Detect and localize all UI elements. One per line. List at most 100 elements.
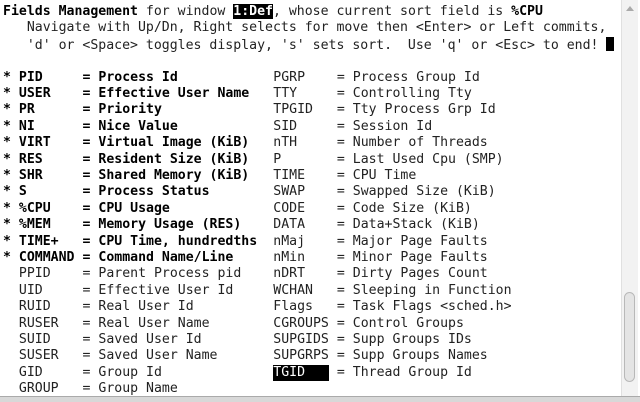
field-description: = Parent Process pid [82, 266, 242, 282]
field-name: PPID [18, 266, 51, 282]
sort-field: %CPU [511, 4, 543, 19]
field-name: VIRT [18, 135, 51, 151]
field-name: PGRP [273, 69, 306, 85]
scrollbar-thumb[interactable] [624, 292, 635, 382]
field-description: = Thread Group Id [336, 364, 472, 380]
field-row[interactable]: UID = Effective User Id WCHAN = Sleeping in… [3, 283, 620, 299]
field-name: WCHAN [273, 282, 313, 298]
field-name: DATA [273, 217, 306, 233]
field-description: = Process Id [82, 69, 178, 85]
field-description: = Saved User Id [82, 332, 202, 347]
field-row[interactable]: * %MEM = Memory Usage (RES) DATA = Data+Stac… [3, 217, 620, 233]
field-description: = Code Size (KiB) [336, 200, 472, 216]
field-name: COMMAND [18, 250, 75, 265]
field-name: nDRT [273, 266, 306, 282]
field-description: = Last Used Cpu (SMP) [336, 151, 504, 167]
field-name: %CPU [18, 200, 51, 216]
field-name: NI [18, 118, 35, 134]
field-description: = Resident Size (KiB) [82, 151, 250, 167]
field-row[interactable]: RUSER = Real User Name CGROUPS = Control Gr… [3, 316, 620, 332]
field-row[interactable]: * COMMAND = Command Name/Line nMin = Minor P… [3, 250, 620, 266]
field-description: = Tty Process Grp Id [336, 102, 496, 118]
field-name: TTY [273, 86, 298, 101]
displayed-marker: * [3, 250, 11, 265]
field-name: TPGID [273, 102, 313, 118]
help-line-2: 'd' or <Space> toggles display, 's' sets… [3, 36, 615, 53]
field-name: GID [18, 364, 43, 380]
field-description: = Effective User Id [82, 282, 234, 298]
displayed-marker: * [3, 151, 11, 167]
field-description: = Saved User Name [82, 348, 218, 364]
screen-title: Fields Management [3, 4, 138, 19]
text-cursor [606, 36, 615, 51]
header-text-sort: , whose current sort field is [272, 4, 512, 19]
field-name: GROUP [18, 381, 59, 397]
field-row[interactable]: * RES = Resident Size (KiB) P = Last Used Cp… [3, 152, 620, 168]
displayed-marker: * [3, 217, 11, 233]
field-row[interactable]: RUID = Real User Id Flags = Task Flags <sch… [3, 299, 620, 315]
field-row[interactable]: PPID = Parent Process pid nDRT = Dirty Page… [3, 266, 620, 282]
field-name: SID [273, 118, 298, 134]
field-description: = CPU Usage [82, 200, 170, 216]
field-name: SUPGRPS [273, 348, 329, 364]
field-description: = Supp Groups Names [336, 348, 488, 364]
field-description: = Supp Groups IDs [336, 332, 472, 347]
displayed-marker: * [3, 118, 11, 134]
field-description: = Shared Memory (KiB) [82, 168, 250, 183]
field-description: = Real User Name [82, 315, 210, 331]
field-description: = Process Status [82, 184, 210, 200]
field-description: = Real User Id [82, 299, 194, 315]
field-description: = Swapped Size (KiB) [336, 184, 496, 200]
field-row[interactable]: * NI = Nice Value SID = Session Id [3, 119, 620, 135]
window-bottom-border [0, 396, 640, 402]
field-description: = Number of Threads [336, 135, 488, 151]
scroll-up-arrow-icon[interactable] [626, 6, 634, 11]
field-description: = Group Name [82, 381, 178, 397]
field-row[interactable]: SUID = Saved User Id SUPGIDS = Supp Groups … [3, 332, 620, 348]
field-name: RES [18, 151, 43, 167]
displayed-marker: * [3, 102, 11, 118]
displayed-marker: * [3, 200, 11, 216]
field-description: = Task Flags <sched.h> [336, 299, 512, 315]
field-description: = Process Group Id [336, 69, 480, 85]
field-row[interactable]: GID = Group Id TGID = Thread Group Id [3, 364, 620, 382]
displayed-marker: * [3, 184, 11, 200]
field-name: CODE [273, 200, 306, 216]
field-name: PR [18, 102, 35, 118]
field-description: = Major Page Faults [336, 233, 488, 249]
field-description: = Group Id [82, 364, 162, 380]
field-name: S [18, 184, 27, 200]
field-row[interactable]: * SHR = Shared Memory (KiB) TIME = CPU Time [3, 168, 620, 184]
field-row[interactable]: * PR = Priority TPGID = Tty Process Grp Id [3, 102, 620, 118]
field-row[interactable]: * VIRT = Virtual Image (KiB) nTH = Number of… [3, 135, 620, 151]
field-name: RUSER [18, 315, 59, 331]
field-description: = Control Groups [336, 315, 464, 331]
field-row[interactable]: * TIME+ = CPU Time, hundredths nMaj = Major … [3, 234, 620, 250]
field-row[interactable]: * S = Process Status SWAP = Swapped Size (Ki… [3, 184, 620, 200]
field-name: nMaj [273, 233, 306, 249]
field-name: %MEM [18, 217, 51, 233]
displayed-marker: * [3, 86, 11, 101]
field-row[interactable]: GROUP = Group Name [3, 381, 620, 397]
field-row[interactable]: SUSER = Saved User Name SUPGRPS = Supp Grou… [3, 348, 620, 364]
terminal[interactable]: Fields Management for window 1:Def, whos… [3, 0, 620, 396]
field-name: UID [18, 282, 43, 298]
field-name: CGROUPS [273, 315, 329, 331]
field-description: = Sleeping in Function [336, 282, 512, 298]
field-description: = Priority [82, 102, 162, 118]
field-name: TIME+ [18, 233, 59, 249]
scrollbar[interactable] [621, 0, 638, 396]
field-row[interactable]: * %CPU = CPU Usage CODE = Code Size (KiB) [3, 201, 620, 217]
field-name: SUSER [18, 348, 59, 364]
field-name: P [273, 151, 282, 167]
field-row[interactable]: * PID = Process Id PGRP = Process Group Id [3, 70, 620, 86]
field-name: TIME [273, 168, 306, 183]
field-name: SUPGIDS [273, 332, 329, 347]
field-row[interactable]: * USER = Effective User Name TTY = Controlli… [3, 86, 620, 102]
field-description: = Virtual Image (KiB) [82, 135, 250, 151]
field-name: PID [18, 69, 43, 85]
field-name: Flags [273, 299, 313, 315]
displayed-marker: * [3, 233, 11, 249]
displayed-marker: * [3, 69, 11, 85]
help-text: 'd' or <Space> toggles display, 's' sets… [3, 37, 607, 53]
